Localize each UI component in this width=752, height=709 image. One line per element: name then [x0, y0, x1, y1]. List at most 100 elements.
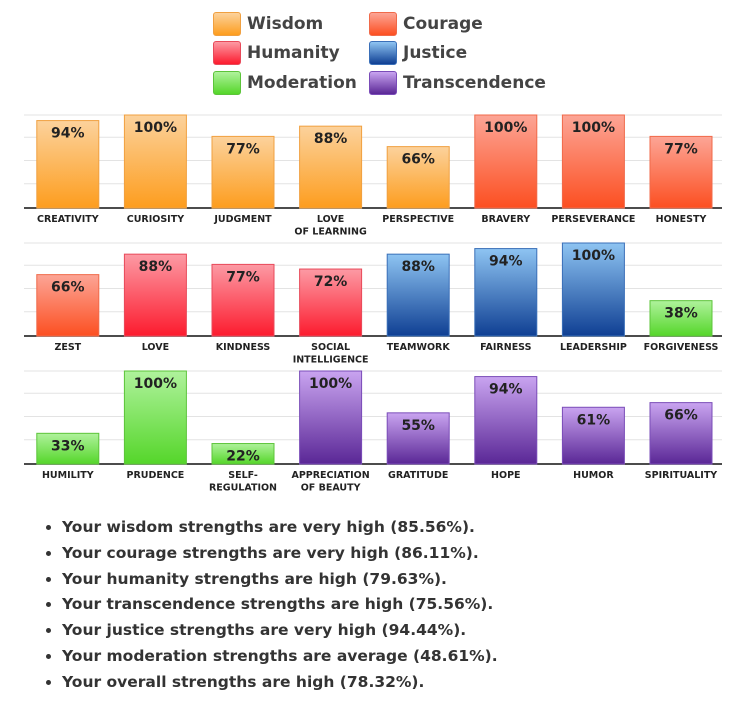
data-label: 88%: [314, 131, 348, 147]
data-label: 88%: [139, 259, 173, 275]
data-label: 100%: [484, 120, 527, 136]
bar: [561, 406, 625, 465]
legend-item-wisdom: Wisdom: [213, 12, 323, 36]
legend-label-courage: Courage: [403, 14, 483, 34]
category-label: INTELLIGENCE: [293, 355, 369, 366]
data-label: 100%: [134, 376, 177, 392]
bar: [649, 300, 713, 337]
data-label: 100%: [309, 376, 352, 392]
category-label: APPRECIATION: [291, 470, 369, 481]
bar: [561, 114, 625, 209]
bar: [211, 135, 275, 209]
bar: [123, 114, 187, 209]
summary-item-courage: Your courage strengths are very high (86…: [62, 541, 498, 567]
legend-label-justice: Justice: [403, 43, 468, 63]
category-label: SOCIAL: [311, 342, 350, 353]
data-label: 66%: [401, 152, 435, 168]
category-label: TEAMWORK: [387, 342, 451, 353]
bar: [386, 412, 450, 465]
legend-swatch-justice: [369, 41, 397, 65]
data-label: 77%: [226, 141, 260, 157]
category-label: HOPE: [491, 470, 520, 481]
data-label: 94%: [489, 382, 523, 398]
category-label: PERSEVERANCE: [551, 214, 635, 225]
summary-item-moderation: Your moderation strengths are average (4…: [62, 644, 498, 670]
legend-item-justice: Justice: [369, 41, 467, 65]
summary-item-overall: Your overall strengths are high (78.32%)…: [62, 670, 498, 696]
data-label: 22%: [226, 449, 260, 465]
data-label: 77%: [226, 269, 260, 285]
chart-legend: Wisdom Courage Humanity Justice Moderati…: [0, 0, 752, 100]
category-label: HUMOR: [573, 470, 614, 481]
data-label: 100%: [572, 120, 615, 136]
category-label: LOVE: [317, 214, 344, 225]
data-label: 100%: [572, 248, 615, 264]
summary-item-justice: Your justice strengths are very high (94…: [62, 618, 498, 644]
category-label: LEADERSHIP: [560, 342, 627, 353]
bar: [649, 135, 713, 209]
data-label: 94%: [51, 126, 85, 142]
data-label: 77%: [664, 141, 698, 157]
data-label: 94%: [489, 254, 523, 270]
category-label: PERSPECTIVE: [382, 214, 454, 225]
data-label: 33%: [51, 438, 85, 454]
bar-chart: 94% CREATIVITY 100% CURIOSITY 77% JUDGMENT 88%…: [24, 114, 722, 494]
category-label: SELF-: [228, 470, 258, 481]
strengths-summary-list: Your wisdom strengths are very high (85.…: [36, 515, 498, 696]
data-label: 61%: [577, 412, 611, 428]
category-label: PRUDENCE: [127, 470, 185, 481]
bar: [386, 253, 450, 337]
category-label: OF LEARNING: [294, 227, 367, 238]
legend-item-transcendence: Transcendence: [369, 71, 546, 95]
summary-item-wisdom: Your wisdom strengths are very high (85.…: [62, 515, 498, 541]
bar: [386, 146, 450, 209]
bar: [211, 263, 275, 337]
data-label: 66%: [664, 408, 698, 424]
category-label: FORGIVENESS: [644, 342, 719, 353]
category-label: CURIOSITY: [127, 214, 184, 225]
legend-item-moderation: Moderation: [213, 71, 357, 95]
data-label: 66%: [51, 280, 85, 296]
legend-swatch-wisdom: [213, 12, 241, 36]
legend-swatch-humanity: [213, 41, 241, 65]
bar: [474, 248, 538, 337]
legend-swatch-courage: [369, 12, 397, 36]
bar: [299, 268, 363, 337]
bar: [299, 370, 363, 465]
summary-item-humanity: Your humanity strengths are high (79.63%…: [62, 567, 498, 593]
category-label: BRAVERY: [481, 214, 530, 225]
summary-item-transcendence: Your transcendence strengths are high (7…: [62, 592, 498, 618]
data-label: 38%: [664, 306, 698, 322]
legend-label-wisdom: Wisdom: [247, 14, 324, 34]
legend-label-moderation: Moderation: [247, 73, 357, 93]
category-label: OF BEAUTY: [301, 483, 361, 494]
category-label: CREATIVITY: [37, 214, 99, 225]
category-label: JUDGMENT: [213, 214, 272, 225]
category-label: HONESTY: [656, 214, 707, 225]
category-label: GRATITUDE: [388, 470, 448, 481]
bar: [299, 125, 363, 209]
category-label: ZEST: [54, 342, 81, 353]
legend-swatch-moderation: [213, 71, 241, 95]
data-label: 100%: [134, 120, 177, 136]
bar: [211, 443, 275, 465]
bar: [649, 402, 713, 465]
bar: [561, 242, 625, 337]
bar: [474, 114, 538, 209]
data-label: 88%: [401, 259, 435, 275]
category-label: HUMILITY: [42, 470, 94, 481]
legend-item-courage: Courage: [369, 12, 483, 36]
legend-item-humanity: Humanity: [213, 41, 340, 65]
bar: [36, 274, 100, 337]
category-label: LOVE: [142, 342, 169, 353]
bar: [123, 370, 187, 465]
legend-label-humanity: Humanity: [247, 43, 340, 63]
data-label: 55%: [401, 418, 435, 434]
data-label: 72%: [314, 274, 348, 290]
category-label: KINDNESS: [216, 342, 271, 353]
category-label: SPIRITUALITY: [645, 470, 718, 481]
legend-label-transcendence: Transcendence: [403, 73, 546, 93]
bar: [36, 120, 100, 209]
bar: [123, 253, 187, 337]
legend-swatch-transcendence: [369, 71, 397, 95]
